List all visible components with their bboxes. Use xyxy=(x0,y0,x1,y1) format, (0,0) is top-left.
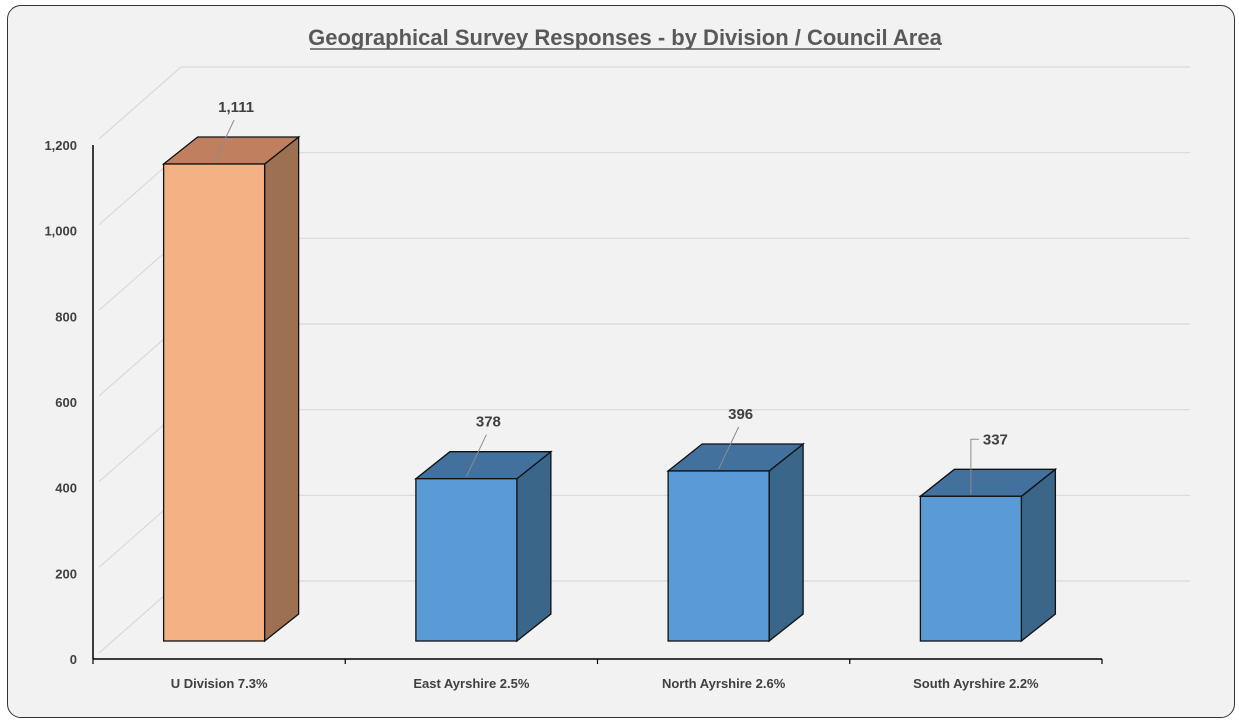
bars xyxy=(161,135,1058,643)
bar-front xyxy=(162,163,266,642)
x-category-label: East Ayrshire 2.5% xyxy=(413,676,530,691)
bar-front xyxy=(415,478,518,642)
y-tick-label: 1,000 xyxy=(44,224,77,239)
bar-side xyxy=(516,450,552,643)
y-axis-tick-labels: 0 200 400 600 800 1,000 1,200 xyxy=(44,138,77,667)
y-tick-label: 400 xyxy=(55,481,77,496)
y-tick-label: 600 xyxy=(55,395,77,410)
bar-side xyxy=(768,442,804,643)
y-tick-label: 200 xyxy=(55,566,77,581)
bar-front xyxy=(667,470,770,642)
data-label: 337 xyxy=(983,431,1008,448)
data-label: 378 xyxy=(476,414,501,431)
bar xyxy=(414,450,553,643)
x-category-label: North Ayrshire 2.6% xyxy=(662,676,786,691)
data-label: 396 xyxy=(728,406,753,423)
leader-line xyxy=(718,426,740,470)
bar-side xyxy=(263,135,300,643)
x-category-label: South Ayrshire 2.2% xyxy=(913,676,1039,691)
chart-frame: Geographical Survey Responses - by Divis… xyxy=(7,5,1235,718)
gridline-diagonal xyxy=(98,66,182,140)
y-tick-label: 0 xyxy=(70,652,77,667)
y-tick-label: 1,200 xyxy=(44,138,77,153)
chart-title: Geographical Survey Responses - by Divis… xyxy=(308,25,942,50)
y-tick-label: 800 xyxy=(55,309,77,324)
leader-line xyxy=(213,119,235,163)
bar xyxy=(666,442,805,643)
bar-chart: Geographical Survey Responses - by Divis… xyxy=(44,25,1190,691)
bar xyxy=(918,467,1058,643)
leader-line xyxy=(465,434,487,477)
x-category-label: U Division 7.3% xyxy=(171,676,268,691)
leader-line xyxy=(970,438,979,495)
axes xyxy=(92,145,1103,664)
data-label: 1,111 xyxy=(218,99,254,116)
bar xyxy=(161,135,301,643)
bar-front xyxy=(919,495,1023,642)
x-axis-category-labels: U Division 7.3% East Ayrshire 2.5% North A… xyxy=(171,676,1039,691)
data-labels: 1,111 378 396 337 xyxy=(213,99,1008,495)
bar-side xyxy=(1020,467,1057,643)
